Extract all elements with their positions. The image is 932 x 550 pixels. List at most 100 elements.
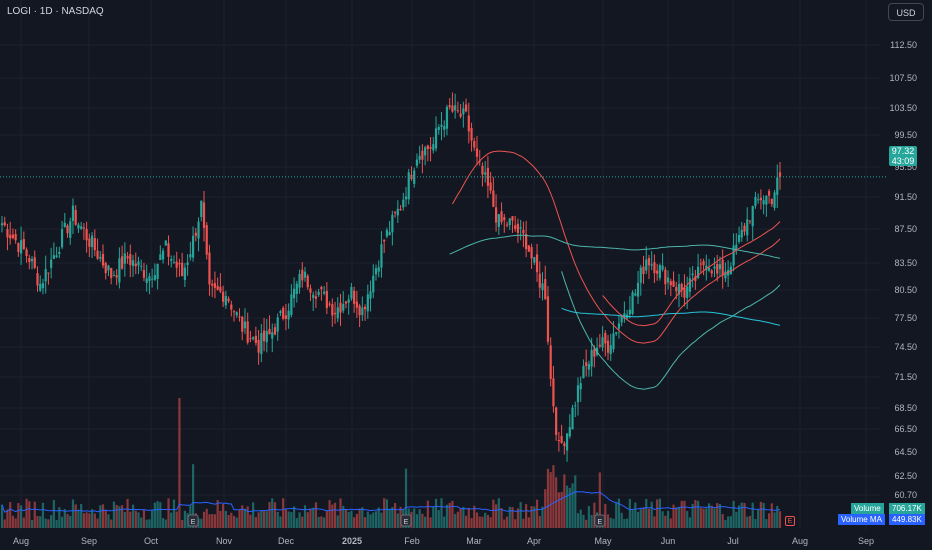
candle-body: [440, 124, 443, 127]
volume-bar: [254, 517, 257, 528]
volume-bar: [216, 500, 219, 528]
volume-bar: [265, 511, 268, 528]
volume-bar: [153, 502, 156, 528]
volume-bar: [475, 512, 479, 528]
volume-bar: [500, 508, 503, 528]
volume-bar: [20, 505, 23, 528]
volume-bar: [99, 505, 102, 528]
volume-bar: [126, 498, 129, 528]
volume-bar: [80, 503, 83, 528]
band-line-teal-upper: [449, 234, 781, 259]
candle-body: [778, 172, 782, 178]
volume-bar: [148, 519, 151, 528]
candle-body: [230, 304, 233, 310]
candle-body: [511, 216, 514, 221]
candle-body: [631, 292, 634, 314]
volume-bar: [683, 500, 686, 528]
volume-bar: [200, 518, 203, 528]
volume-bar: [582, 514, 585, 528]
candle-body: [500, 211, 503, 223]
volume-bar: [44, 518, 47, 528]
volume-bar: [211, 514, 214, 528]
candle-body: [107, 265, 110, 271]
volume-bar: [279, 516, 282, 528]
volume-bar: [497, 498, 500, 528]
volume-bar: [549, 472, 552, 528]
volume-bar: [699, 507, 702, 528]
candle-body: [197, 221, 200, 239]
candle-body: [372, 275, 375, 293]
volume-layer: [0, 398, 782, 528]
volume-bar: [399, 506, 402, 528]
upcoming-earnings-marker[interactable]: E: [785, 516, 795, 526]
candle-body: [388, 231, 391, 236]
candle-body: [69, 221, 72, 238]
volume-bar: [11, 515, 15, 528]
candle-body: [519, 227, 522, 229]
volume-bar: [22, 517, 25, 528]
y-tick-label: 103.50: [889, 103, 917, 113]
volume-bar: [262, 510, 266, 528]
currency-button[interactable]: USD: [888, 3, 924, 21]
volume-bar: [688, 517, 692, 528]
volume-bar: [628, 498, 631, 528]
volume-bar: [661, 511, 664, 528]
volume-bar: [533, 506, 536, 528]
volume-legend-name: Volume: [851, 503, 884, 514]
candle-body: [41, 283, 45, 289]
candle-body: [238, 316, 241, 318]
x-tick-label: Apr: [527, 536, 541, 546]
volume-bar: [631, 509, 634, 528]
volume-bar: [388, 508, 391, 528]
volume-bar: [735, 511, 738, 528]
candle-body: [383, 239, 386, 242]
volume-bar: [28, 501, 31, 528]
x-tick-label: Aug: [792, 536, 808, 546]
volume-bar: [110, 519, 113, 528]
candle-body: [707, 267, 711, 271]
volume-bar: [164, 519, 167, 528]
candle-body: [574, 405, 577, 407]
volume-bar: [243, 508, 247, 528]
candle-body: [503, 217, 506, 221]
volume-bar: [617, 498, 621, 528]
candle-body: [358, 305, 361, 316]
volume-bar: [639, 509, 642, 528]
volume-bar: [85, 512, 88, 528]
band-line-teal-lower: [561, 271, 781, 390]
candle-body: [571, 407, 574, 430]
volume-bar: [765, 519, 768, 528]
volume-bar: [385, 499, 389, 528]
candle-body: [3, 222, 6, 226]
volume-bar: [677, 506, 681, 528]
volume-bar: [230, 512, 233, 528]
volume-bar: [161, 518, 165, 528]
volume-bar: [306, 512, 309, 528]
candle-body: [647, 258, 651, 266]
candle-body: [115, 275, 118, 278]
volume-bar: [470, 518, 473, 528]
candle-body: [14, 234, 17, 241]
y-tick-label: 107.50: [889, 73, 917, 83]
candle-body: [399, 208, 402, 211]
candle-body: [407, 172, 410, 200]
earnings-marker-box: [400, 514, 412, 527]
volume-bar: [63, 509, 66, 528]
volume-bar: [52, 499, 55, 528]
candle-body: [142, 270, 146, 278]
candle-body: [271, 332, 274, 339]
candle-body: [606, 340, 610, 353]
candle-body: [191, 235, 195, 258]
candle-body: [20, 240, 23, 254]
candle-body: [131, 260, 135, 266]
volume-bar: [456, 511, 459, 528]
volume-bar: [432, 507, 435, 528]
candle-body: [282, 307, 285, 319]
volume-bar: [301, 516, 304, 528]
volume-bar: [732, 500, 735, 528]
candle-body: [243, 321, 247, 329]
candle-body: [175, 261, 178, 268]
volume-bar: [563, 474, 566, 528]
y-tick-label: 60.70: [894, 490, 917, 500]
